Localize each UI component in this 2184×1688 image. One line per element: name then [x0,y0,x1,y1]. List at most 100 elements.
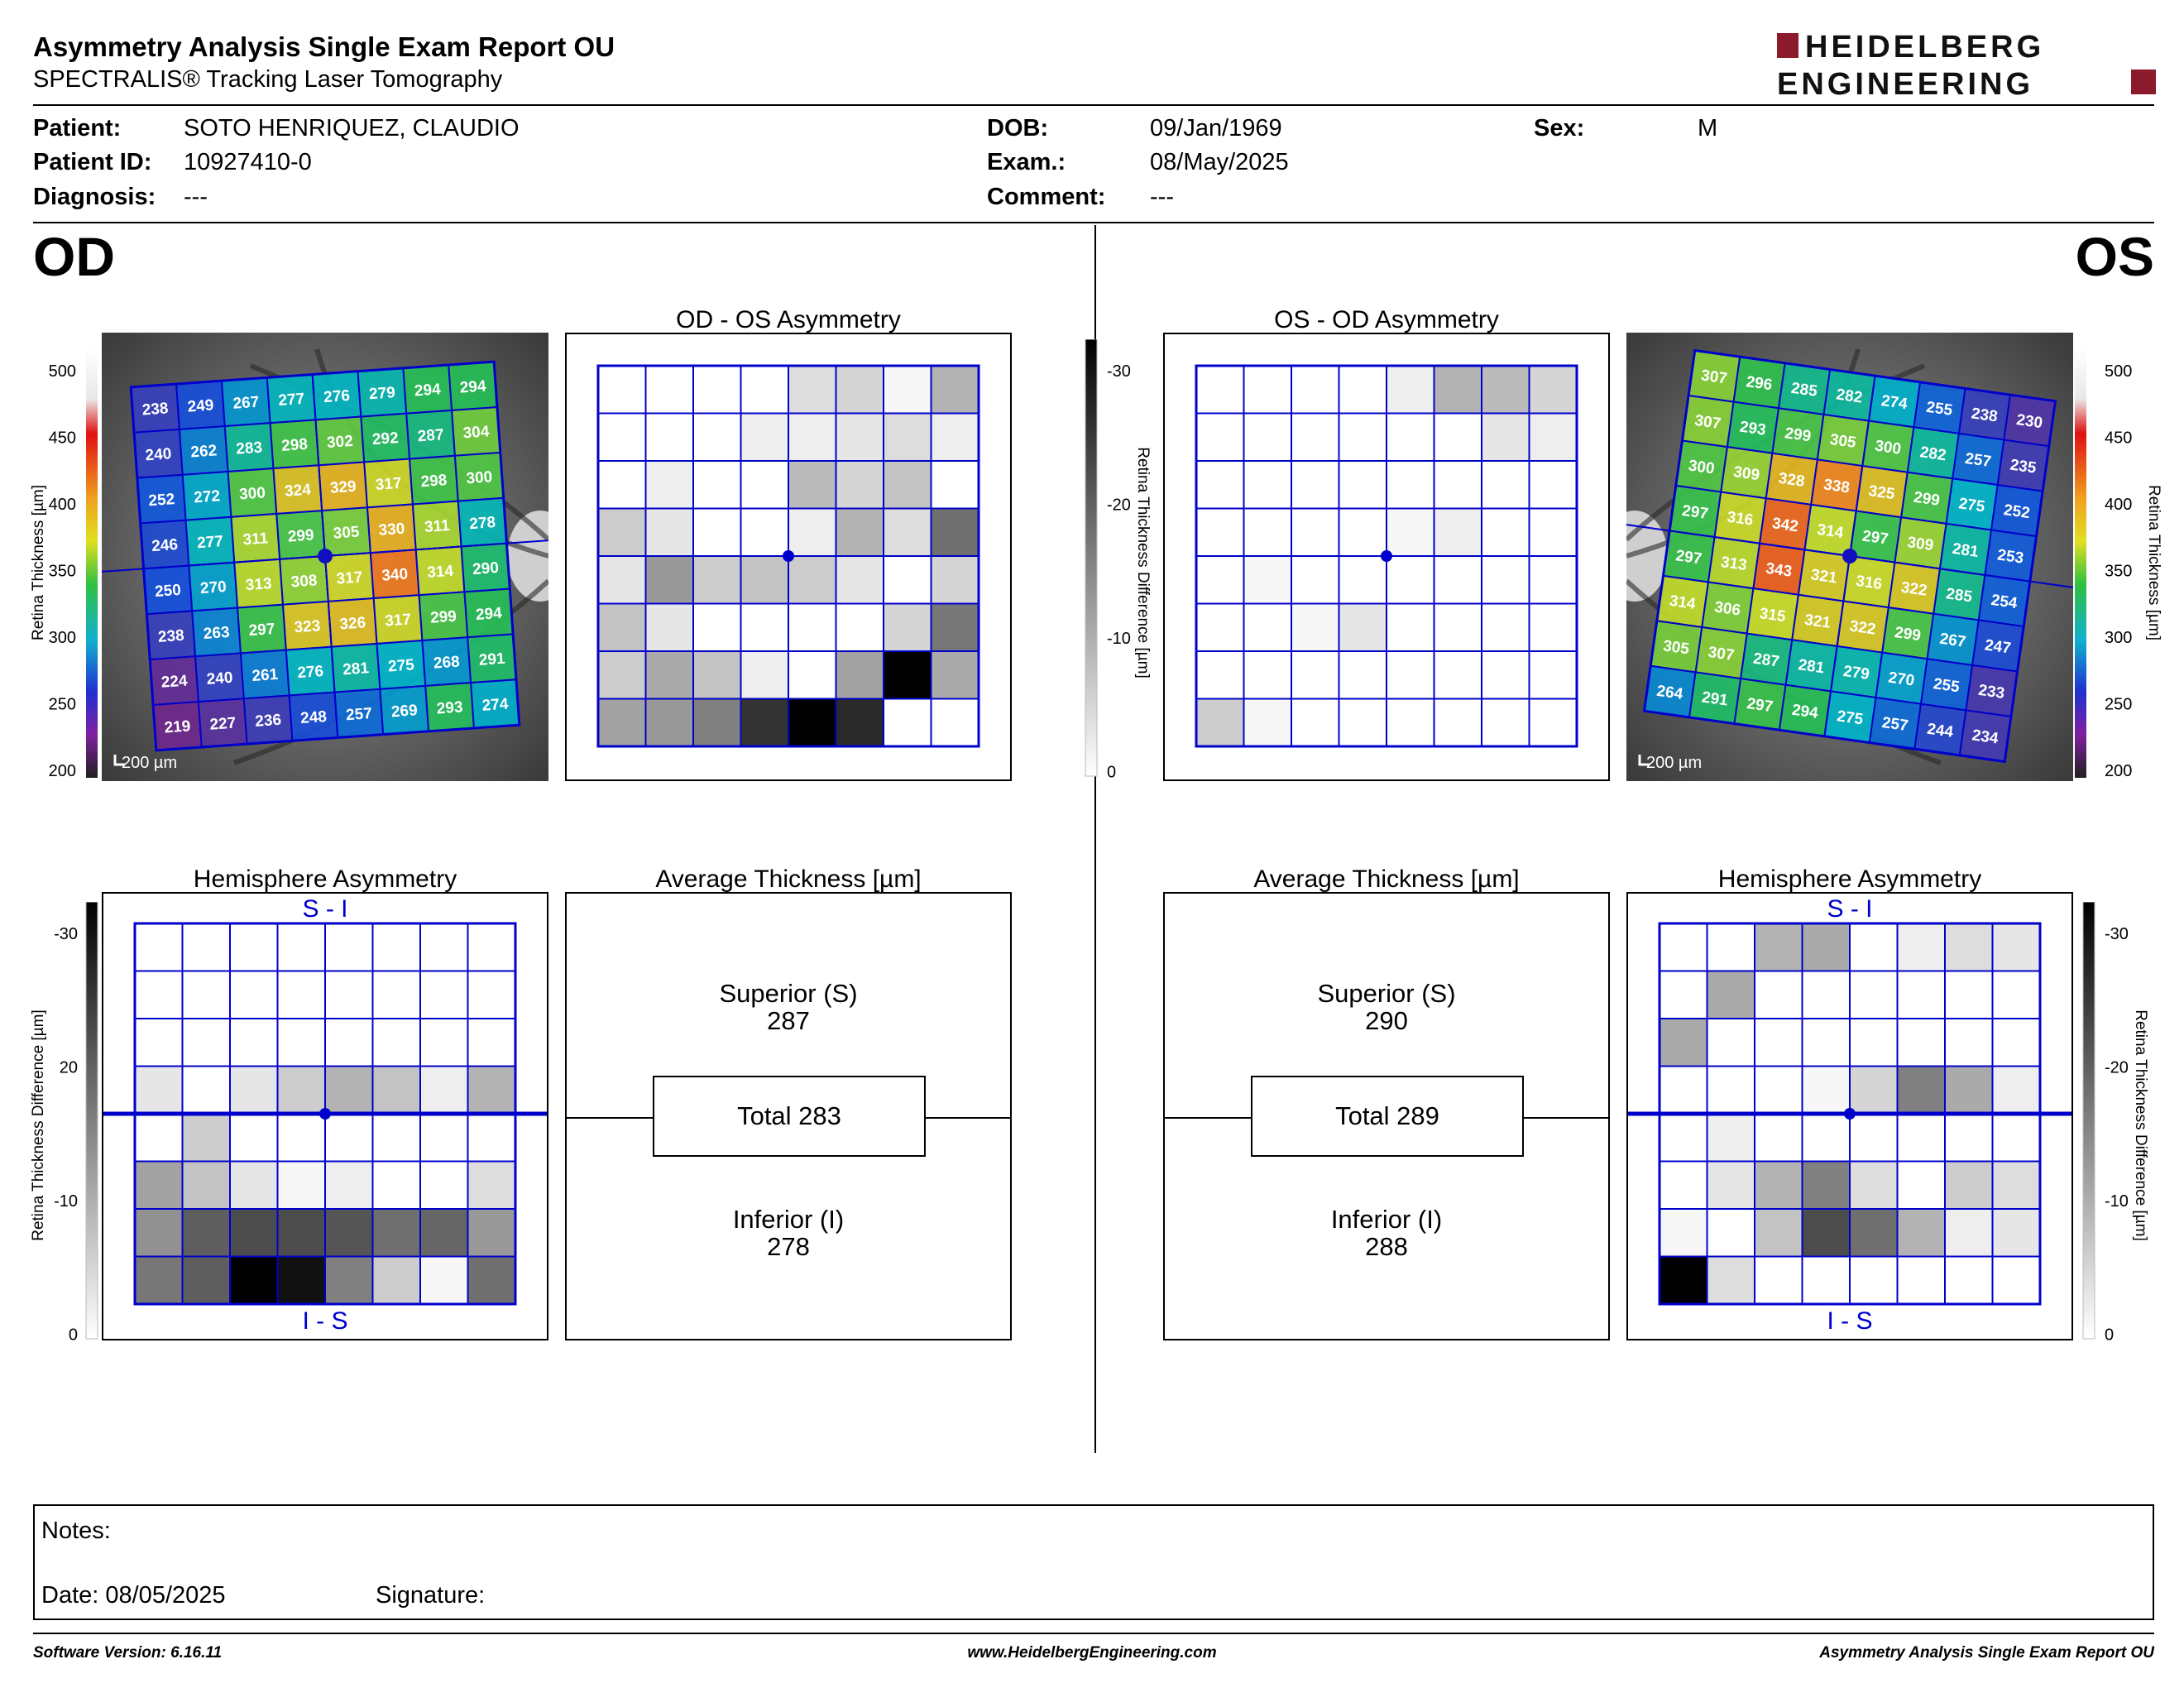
hemisphere-cell [229,1113,279,1163]
asymmetry-cell [1481,365,1530,415]
asymmetry-cell [644,507,694,557]
thickness-value: 313 [245,575,272,594]
od-superior-value: 287 [767,1006,810,1035]
thickness-value: 311 [424,517,450,536]
od-eye-label: OD [33,226,115,287]
thickness-value: 285 [1945,585,1974,606]
asymmetry-cell [835,412,884,462]
asymmetry-cell [644,412,694,462]
asymmetry-cell [788,412,837,462]
colorbar-gradient [2082,902,2095,1340]
od-asymmetry-title: OD - OS Asymmetry [676,306,901,333]
fovea-marker [1844,1108,1856,1120]
thickness-value: 290 [472,559,500,578]
thickness-value: 329 [329,478,357,497]
colorbar-axis-label: Retina Thickness [µm] [2145,485,2162,640]
hemisphere-cell [1754,923,1803,972]
thickness-grid: 238 249 267 277 276 279 294 294 240 262 283 298 302 2… [102,360,548,752]
thickness-value: 342 [1771,515,1799,535]
os-total-text: Total 289 [1335,1101,1439,1130]
thickness-value: 287 [1752,650,1780,671]
notes-label: Notes: [41,1518,111,1544]
od-average-title: Average Thickness [µm] [655,866,922,893]
thickness-value: 314 [1816,521,1845,542]
asymmetry-cell [1243,412,1292,462]
colorbar-tick-label: 300 [49,629,76,647]
asymmetry-cell [1386,650,1435,700]
colorbar-axis-label: Retina Thickness Difference [µm] [30,1009,47,1241]
hemisphere-cell [1754,1255,1803,1305]
asymmetry-cell [644,460,694,510]
hemisphere-cell [1706,1065,1755,1115]
thickness-value: 317 [336,568,363,587]
hemisphere-cell [134,1208,184,1258]
logo-line1: HEIDELBERG [1805,31,2044,65]
hemisphere-cell [467,923,516,972]
os-average-title: Average Thickness [µm] [1253,866,1520,893]
od-fundus-thickness-map: 238 249 267 277 276 279 294 294 240 262 283 298 302 2… [102,333,548,781]
asymmetry-cell [788,602,837,652]
asymmetry-cell [1338,507,1387,557]
thickness-value: 314 [1669,592,1698,613]
asymmetry-cell [835,507,884,557]
footer-software-version: Software Version: 6.16.11 [33,1644,223,1662]
hemisphere-cell [419,1018,469,1067]
thickness-value: 255 [1933,675,1961,696]
notes-box: Notes: Date: 08/05/2025 Signature: [33,1504,2154,1620]
os-superior-value: 290 [1365,1006,1408,1035]
asymmetry-cell [788,507,837,557]
hemisphere-cell [371,1113,421,1163]
thickness-value: 248 [300,708,328,727]
od-average-thickness-panel: Superior (S) 287 Total 283 Inferior (I) … [565,892,1012,1340]
thickness-value: 326 [339,614,366,633]
thickness-value: 263 [203,624,230,643]
colorbar-tick-label: 200 [49,762,76,778]
hemisphere-cell [1849,970,1899,1019]
asymmetry-cell [692,698,742,747]
scale-label: 200 µm [122,754,177,772]
thickness-value: 294 [1791,702,1820,722]
asymmetry-cell [1291,698,1340,747]
colorbar-tick-label: -30 [1107,362,1131,381]
asymmetry-cell [1481,650,1530,700]
od-total-text: Total 283 [737,1101,841,1130]
thickness-value: 274 [481,695,510,714]
hemisphere-cell [1754,1113,1803,1163]
thickness-value: 267 [232,394,260,413]
thickness-value: 252 [2003,501,2031,522]
thickness-value: 293 [436,698,463,717]
os-inferior-label: Inferior (I) [1330,1205,1443,1234]
colorbar-tick-label: 400 [49,496,76,514]
thickness-value: 292 [371,429,399,448]
hemisphere-cell [134,1160,184,1210]
hemisphere-cell [276,923,326,972]
thickness-value: 316 [1855,573,1883,593]
patient-divider [33,222,2154,223]
hemisphere-cell [324,970,374,1019]
hemisphere-cell [1944,1065,1994,1115]
footer-website[interactable]: www.HeidelbergEngineering.com [967,1644,1217,1662]
colorbar-tick-label: -10 [54,1192,78,1211]
hemisphere-cell [1944,1018,1994,1067]
asymmetry-cell [1528,602,1578,652]
thickness-value: 299 [1894,624,1922,645]
asymmetry-cell [740,460,789,510]
asymmetry-cell [1291,555,1340,605]
asymmetry-cell [740,698,789,747]
hemisphere-cell [181,1255,231,1305]
asymmetry-cell [1338,412,1387,462]
hemisphere-cell [276,1065,326,1115]
hemisphere-cell [1801,1018,1851,1067]
os-hemi-diff-colorbar: -30 -20 -10 0 Retina Thickness Difference [µ… [2082,902,2149,1345]
od-total-box: Total 283 [653,1076,926,1157]
colorbar-axis-label: Retina Thickness Difference [µm] [1134,447,1152,679]
diagnosis-label: Diagnosis: [33,184,156,210]
thickness-value: 304 [462,423,491,442]
thickness-value: 281 [342,659,371,679]
os-hemisphere-panel: S - I I - S [1626,892,2073,1340]
hemisphere-cell [324,1065,374,1115]
hemisphere-cell [1706,1208,1755,1258]
od-hemisphere-title: Hemisphere Asymmetry [193,866,457,893]
thickness-value: 317 [385,611,412,630]
thickness-value: 274 [1880,392,1909,413]
